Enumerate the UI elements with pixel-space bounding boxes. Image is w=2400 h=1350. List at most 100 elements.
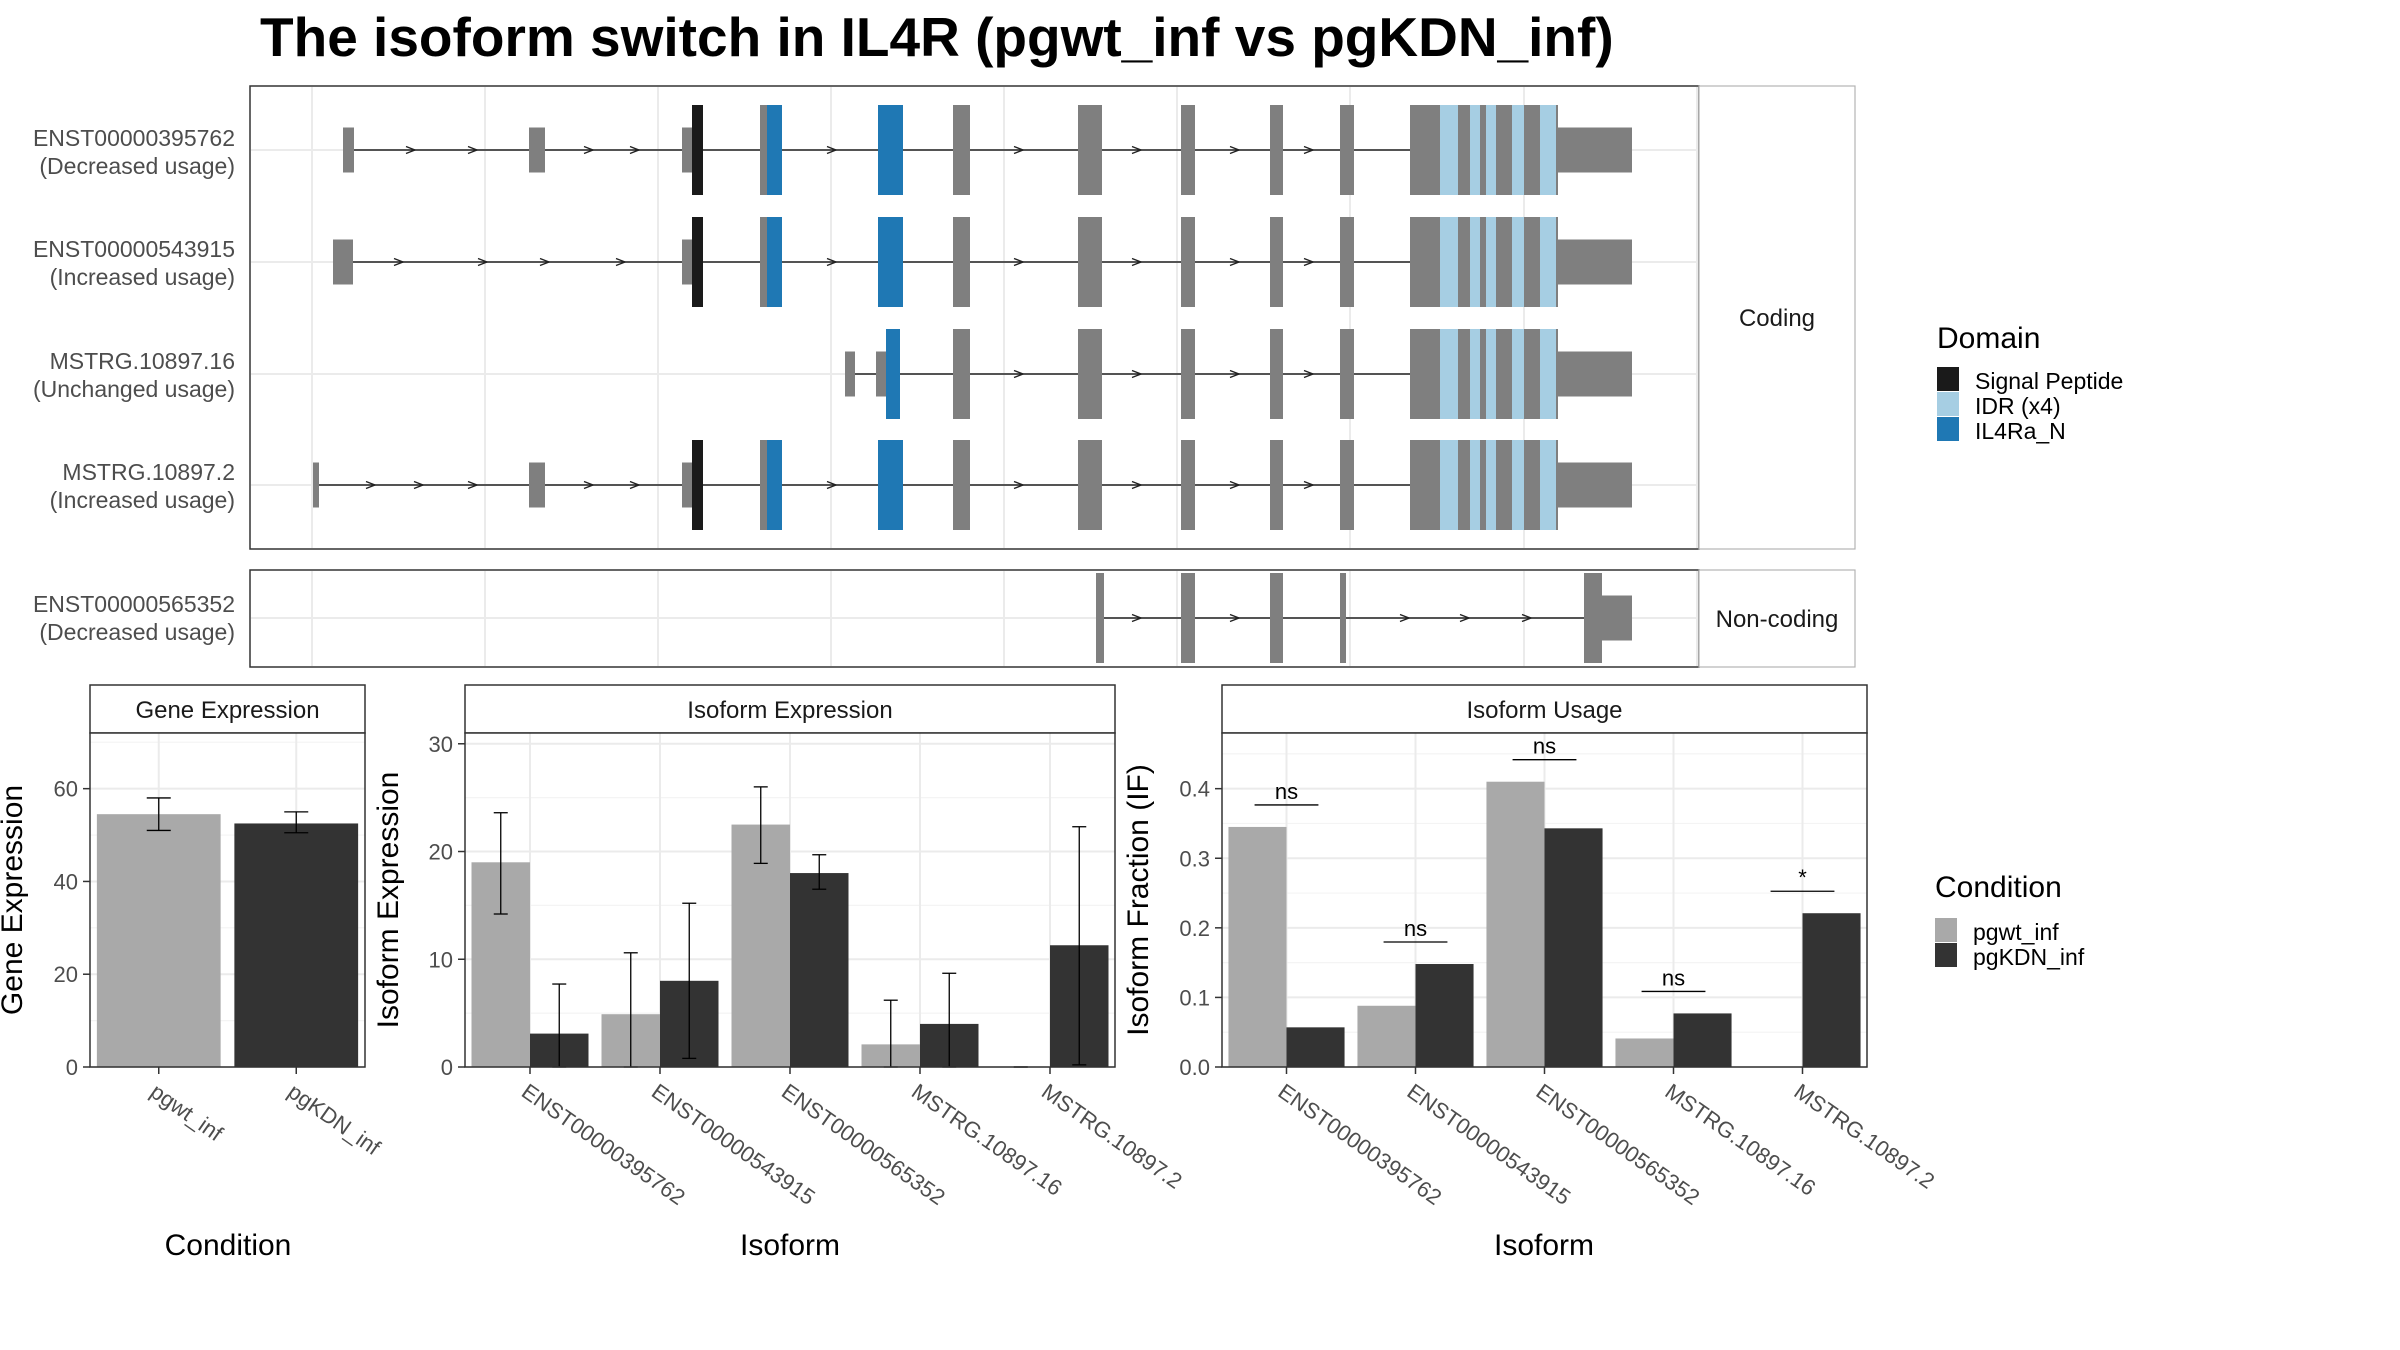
y-tick-label: 60 — [54, 777, 78, 802]
y-tick-label: 30 — [429, 732, 453, 757]
legend-swatch-idr — [1937, 392, 1959, 416]
il4ra-n-domain — [767, 105, 782, 195]
intron-arrow — [1459, 613, 1471, 623]
transcript-usage: (Decreased usage) — [39, 619, 235, 645]
legend-swatch-il4ra-n — [1937, 417, 1959, 441]
bar-pgwt-inf — [731, 824, 790, 1067]
idr-domain — [1470, 329, 1480, 419]
utr — [1602, 595, 1632, 641]
bar-pgkdn-inf — [1544, 828, 1603, 1067]
idr-domain — [1486, 329, 1496, 419]
transcript-id: ENST00000395762 — [33, 125, 235, 151]
bar-pgwt-inf — [1615, 1038, 1674, 1067]
exon — [953, 329, 970, 419]
isoform-expression-chart: Isoform Expression0102030ENST00000395762… — [372, 684, 1187, 1262]
exon — [1181, 573, 1195, 663]
exon — [1340, 105, 1354, 195]
intron-arrow — [365, 480, 377, 490]
intron-arrow — [539, 257, 551, 267]
y-tick-label: 0 — [66, 1055, 78, 1080]
bar-pgwt-inf — [96, 814, 221, 1067]
exon — [1584, 573, 1602, 663]
transcript-label-3: MSTRG.10897.2 (Increased usage) — [50, 459, 235, 513]
bar-pgkdn-inf — [1802, 913, 1861, 1067]
intron-arrow — [1013, 480, 1025, 490]
intron-arrow — [413, 480, 425, 490]
transcript-usage: (Unchanged usage) — [33, 376, 235, 402]
bar-pgkdn-inf — [234, 823, 359, 1067]
exon — [1410, 329, 1558, 419]
intron-arrow — [1303, 145, 1315, 155]
exon — [760, 440, 767, 530]
intron-arrow — [467, 480, 479, 490]
coding-strip-label: Coding — [1739, 305, 1815, 332]
panel-strip-title: Isoform Expression — [687, 697, 892, 724]
noncoding-strip-label: Non-coding — [1716, 606, 1839, 633]
intron-arrow — [1131, 145, 1143, 155]
intron-arrow — [1229, 257, 1241, 267]
il4ra-n-domain — [878, 440, 903, 530]
idr-domain — [1486, 217, 1496, 307]
intron-arrow — [1229, 369, 1241, 379]
idr-domain — [1470, 217, 1480, 307]
noncoding-strip — [1698, 569, 1856, 668]
exon — [1078, 217, 1102, 307]
il4ra-n-domain — [878, 105, 903, 195]
exon — [682, 239, 692, 285]
track-mstrg-10897-2 — [313, 440, 1632, 530]
exon — [682, 462, 692, 508]
idr-domain — [1512, 440, 1524, 530]
intron-arrow — [1303, 480, 1315, 490]
significance-label: ns — [1275, 779, 1298, 804]
bar-pgkdn-inf — [1673, 1013, 1732, 1067]
idr-domain — [1486, 440, 1496, 530]
legend-label-pgwt-inf: pgwt_inf — [1973, 919, 2059, 945]
il4ra-n-domain — [886, 329, 900, 419]
transcript-label-2: MSTRG.10897.16 (Unchanged usage) — [33, 348, 235, 402]
transcript-id: ENST00000543915 — [33, 236, 235, 262]
intron-arrow — [1303, 369, 1315, 379]
exon — [1078, 329, 1102, 419]
legend-label-pgkdn-inf: pgKDN_inf — [1973, 944, 2085, 970]
track-enst00000395762 — [343, 105, 1632, 195]
intron-arrow — [1303, 257, 1315, 267]
idr-domain — [1470, 105, 1480, 195]
significance-label: ns — [1662, 965, 1685, 990]
domain-legend: Domain Signal Peptide IDR (x4) IL4Ra_N — [1937, 322, 2123, 444]
exon — [682, 127, 692, 173]
signal-peptide-domain — [692, 440, 703, 530]
transcript-id: MSTRG.10897.2 — [62, 459, 235, 485]
exon — [529, 127, 545, 173]
intron-arrow — [393, 257, 405, 267]
idr-domain — [1512, 329, 1524, 419]
intron-arrow — [826, 257, 838, 267]
coding-strip — [1698, 85, 1856, 550]
x-axis-title: Isoform — [1494, 1229, 1594, 1262]
transcript-usage: (Increased usage) — [50, 264, 235, 290]
il4ra-n-domain — [767, 217, 782, 307]
intron-arrow — [1131, 613, 1143, 623]
bar-pgwt-inf — [1228, 826, 1287, 1067]
y-axis-title: Gene Expression — [0, 785, 29, 1015]
significance-label: ns — [1404, 916, 1427, 941]
intron-arrow — [1131, 257, 1143, 267]
significance-label: * — [1798, 865, 1807, 890]
y-tick-label: 20 — [429, 840, 453, 865]
exon — [1340, 217, 1354, 307]
utr — [1558, 351, 1632, 397]
bar-pgwt-inf — [1357, 1005, 1416, 1067]
exon — [876, 351, 886, 397]
bars — [471, 786, 1109, 1068]
gene-expression-chart: Gene Expression 0 20 40 60 pgwt_inf pgKDN_inf C… — [0, 684, 386, 1262]
y-tick-label: 0.2 — [1179, 916, 1210, 941]
track-mstrg-10897-16 — [845, 329, 1632, 419]
exon — [1410, 105, 1558, 195]
idr-domain — [1440, 105, 1458, 195]
intron-arrow — [826, 145, 838, 155]
idr-domain — [1440, 440, 1458, 530]
idr-domain — [1512, 217, 1524, 307]
structure-tracks — [313, 105, 1632, 663]
intron-arrow — [1229, 145, 1241, 155]
x-tick-label: pgKDN_inf — [283, 1079, 385, 1161]
